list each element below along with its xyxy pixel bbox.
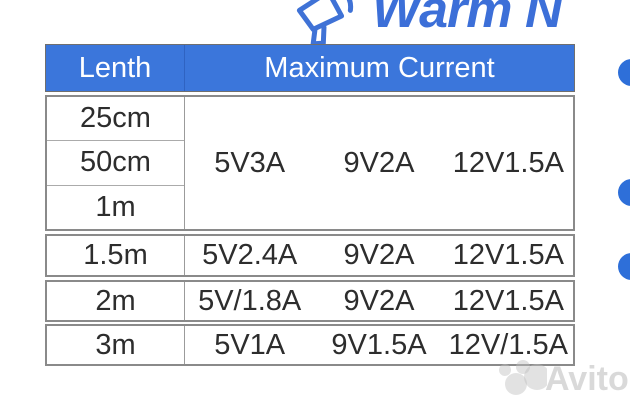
current-column: 5V3A 9V2A 12V1.5A bbox=[185, 97, 573, 229]
current-column: 5V/1.8A 9V2A 12V1.5A bbox=[185, 282, 573, 320]
current-value: 9V2A bbox=[343, 284, 415, 317]
length-cell: 25cm bbox=[47, 97, 184, 142]
current-value: 5V3A bbox=[214, 146, 286, 179]
length-cell: 2m bbox=[95, 284, 136, 317]
current-value: 9V1.5A bbox=[331, 328, 427, 361]
length-cell: 3m bbox=[95, 328, 136, 361]
table-row-3m: 3m 5V1A 9V1.5A 12V/1.5A bbox=[45, 324, 575, 366]
header-cell-length: Lenth bbox=[46, 45, 185, 91]
length-cell: 1m bbox=[95, 190, 136, 223]
current-column: 5V2.4A 9V2A 12V1.5A bbox=[185, 236, 573, 275]
current-value: 12V/1.5A bbox=[448, 328, 568, 361]
bullet-dot-icon bbox=[618, 59, 630, 86]
header-cell-current: Maximum Current bbox=[264, 51, 495, 84]
avito-logo-icon bbox=[499, 360, 550, 395]
table-header-row: Lenth Maximum Current bbox=[45, 44, 575, 92]
current-value: 12V1.5A bbox=[452, 146, 564, 179]
current-value: 5V2.4A bbox=[202, 239, 298, 271]
current-value: 5V/1.8A bbox=[198, 284, 302, 317]
length-cell: 1.5m bbox=[83, 239, 148, 271]
table-row-2m: 2m 5V/1.8A 9V2A 12V1.5A bbox=[45, 280, 575, 322]
banner-title: Warm N bbox=[372, 0, 563, 39]
current-value: 9V2A bbox=[343, 239, 415, 271]
spec-table: Lenth Maximum Current 25cm 50cm 1m 5V3A … bbox=[45, 44, 575, 366]
current-value: 9V2A bbox=[343, 146, 415, 179]
length-column: 1.5m bbox=[47, 236, 185, 275]
current-value: 12V1.5A bbox=[452, 284, 564, 317]
bullet-dot-icon bbox=[618, 179, 630, 206]
current-value: 5V1A bbox=[214, 328, 286, 361]
bullet-dot-icon bbox=[618, 253, 630, 280]
length-column: 25cm 50cm 1m bbox=[47, 97, 185, 229]
table-row-1-5m: 1.5m 5V2.4A 9V2A 12V1.5A bbox=[45, 234, 575, 277]
megaphone-icon bbox=[296, 0, 354, 44]
watermark-text: Avito bbox=[545, 360, 629, 398]
table-row-group-short-lengths: 25cm 50cm 1m 5V3A 9V2A 12V1.5A bbox=[45, 95, 575, 231]
current-column: 5V1A 9V1.5A 12V/1.5A bbox=[185, 326, 573, 364]
length-column: 2m bbox=[47, 282, 185, 320]
length-cell: 50cm bbox=[47, 141, 184, 186]
current-value: 12V1.5A bbox=[452, 239, 564, 271]
length-column: 3m bbox=[47, 326, 185, 364]
avito-watermark: Avito bbox=[497, 358, 630, 400]
